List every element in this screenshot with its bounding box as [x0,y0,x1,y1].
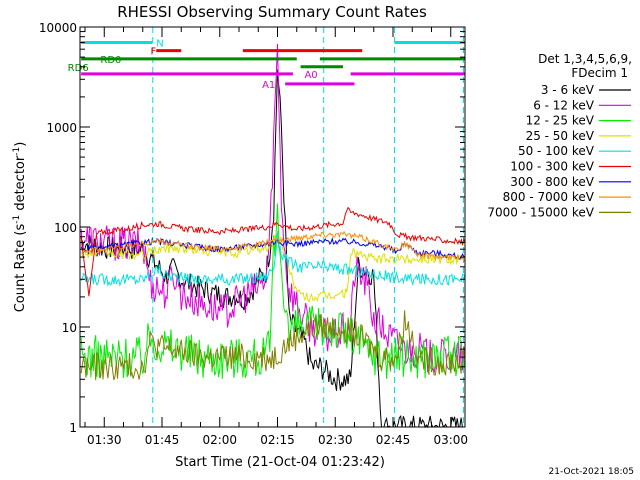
legend-label-3: 25 - 50 keV [526,129,595,143]
series-curve-5 [80,206,466,297]
flag-label-rd0: RD0 [100,55,121,66]
generation-timestamp: 21-Oct-2021 18:05 [549,467,634,477]
y-tick-label: 1 [69,421,77,435]
x-tick-label: 01:30 [87,433,122,447]
y-axis-label: Count Rate (s-1 detector-1) [12,142,28,313]
legend-label-2: 12 - 25 keV [526,114,595,128]
x-tick-label: 01:45 [145,433,180,447]
data-curves [80,43,466,429]
observing-flags: NF RD0 RD6 A0 A1 [68,38,465,91]
chart-title: RHESSI Observing Summary Count Rates [117,3,427,21]
series-curve-4 [80,231,466,287]
x-tick-label: 02:45 [376,433,411,447]
legend-label-6: 300 - 800 keV [510,175,594,189]
legend-label-1: 6 - 12 keV [533,98,595,112]
legend-title-detectors: Det 1,3,4,5,6,9, [538,52,632,66]
series-curve-6 [80,236,466,260]
y-tick-label: 100 [54,221,77,235]
legend-title-decimation: FDecim 1 [571,66,628,80]
y-tick-label: 1000 [46,121,77,135]
flag-label-f: F [150,47,156,58]
legend-label-8: 7000 - 15000 keV [487,205,594,219]
y-tick-label: 10000 [39,21,77,35]
flag-label-rd6: RD6 [68,63,89,74]
legend-label-0: 3 - 6 keV [541,83,595,97]
legend-label-7: 800 - 7000 keV [503,190,595,204]
flag-label-a0: A0 [304,70,317,81]
x-tick-label: 03:00 [433,433,468,447]
legend-label-4: 50 - 100 keV [518,144,595,158]
legend-label-5: 100 - 300 keV [510,160,594,174]
flag-label-a1: A1 [262,80,275,91]
flag-label-n: N [156,38,163,49]
y-tick-label: 10 [62,321,77,335]
x-tick-label: 02:30 [318,433,353,447]
series-curve-8 [80,310,466,381]
x-tick-label: 02:00 [202,433,237,447]
x-tick-label: 02:15 [260,433,295,447]
series-curve-2 [80,203,466,379]
x-axis-label: Start Time (21-Oct-04 01:23:42) [175,455,385,470]
series-curve-7 [81,230,466,263]
